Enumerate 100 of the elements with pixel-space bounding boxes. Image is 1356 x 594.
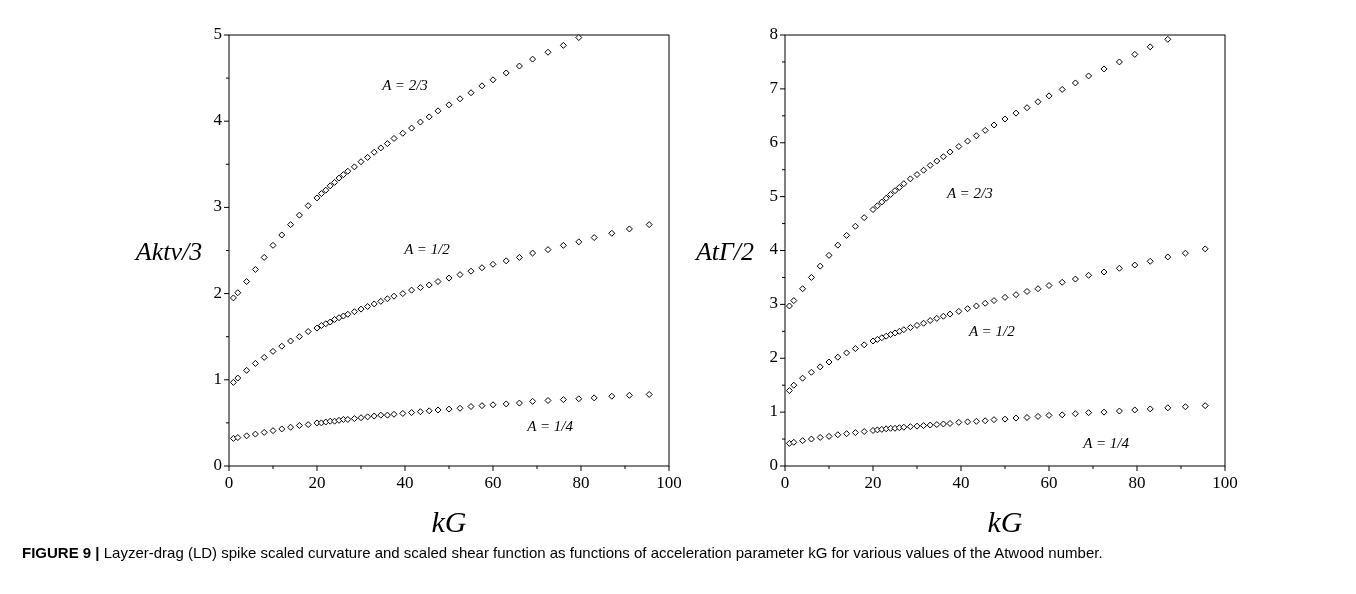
x-tick-label: 80 [572,473,590,492]
point [964,418,972,426]
point [322,186,330,194]
point [467,403,475,411]
point [364,153,372,161]
y-tick-label: 7 [769,77,779,97]
point [278,425,286,433]
point [575,395,583,403]
point [843,349,851,357]
point [243,278,251,286]
point [799,285,807,293]
x-tick-label: 100 [656,473,682,492]
point [243,366,251,374]
point [575,238,583,246]
point [287,337,295,345]
point [1045,92,1053,100]
point [1146,43,1154,51]
point [1131,50,1139,58]
point [816,262,824,270]
point [1012,109,1020,117]
point [416,118,424,126]
point [1034,98,1042,106]
point [1115,264,1123,272]
point [364,303,372,311]
point [834,353,842,361]
point [559,241,567,249]
point [399,129,407,137]
point [1146,405,1154,413]
point [399,409,407,417]
series-label: A = 1/4 [526,417,574,434]
point [946,148,954,156]
point [370,148,378,156]
point [1034,285,1042,293]
point [851,429,859,437]
point [416,408,424,416]
series-label: A = 1/4 [1082,434,1130,451]
point [304,421,312,429]
point [1115,58,1123,66]
point [515,399,523,407]
point [456,271,464,279]
point [1085,72,1093,80]
point [990,121,998,129]
point [1071,410,1079,418]
point [1034,412,1042,420]
point [1181,403,1189,411]
y-tick-label: 2 [213,282,222,302]
point [350,415,358,423]
point [339,312,347,320]
point [229,378,237,386]
point [1045,411,1053,419]
point [906,324,914,332]
point [408,409,416,417]
point [335,416,343,424]
point [502,257,510,265]
point [390,134,398,142]
x-tick-label: 40 [396,473,414,492]
point [278,342,286,350]
point [625,225,633,233]
point [456,404,464,412]
point [478,82,486,90]
point [269,427,277,435]
x-tick-label: 20 [864,473,882,492]
point [251,359,259,367]
point [882,332,890,340]
point [434,406,442,414]
point [489,260,497,268]
point [317,190,325,198]
y-tick-label: 4 [213,110,223,130]
point [287,423,295,431]
point [317,419,325,427]
point [544,48,552,56]
point [645,390,653,398]
point [370,300,378,308]
point [933,314,941,322]
point [873,335,881,343]
point [946,310,954,318]
point [816,433,824,441]
point [489,401,497,409]
point [559,396,567,404]
point [529,397,537,405]
point [1001,293,1009,301]
point [1146,257,1154,265]
point [1085,409,1093,417]
x-tick-label: 80 [1128,473,1146,492]
point [590,394,598,402]
point [331,178,339,186]
x-axis-title: kG [431,505,467,538]
point [895,424,903,432]
point [906,423,914,431]
point [895,183,903,191]
point [364,413,372,421]
point [834,241,842,249]
point [229,434,237,442]
point [1131,406,1139,414]
point [467,89,475,97]
point [920,319,928,327]
point [955,143,963,151]
point [1164,35,1172,43]
point [900,423,908,431]
y-tick-label: 8 [769,23,778,43]
